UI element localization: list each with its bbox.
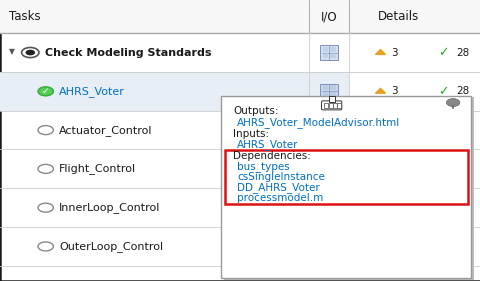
Text: 3: 3	[390, 47, 397, 58]
Text: processmodel.m: processmodel.m	[237, 193, 323, 203]
Bar	[328, 103, 332, 108]
Text: Details: Details	[377, 10, 419, 23]
Text: Outputs:: Outputs:	[233, 106, 278, 116]
Text: AHRS_Voter: AHRS_Voter	[59, 86, 125, 97]
Bar	[322, 85, 327, 90]
Circle shape	[38, 242, 53, 251]
Text: Actuator_Control: Actuator_Control	[59, 125, 152, 135]
Bar	[320, 45, 338, 60]
Circle shape	[445, 99, 459, 106]
Bar	[329, 53, 335, 58]
Bar	[0, 0, 480, 33]
Circle shape	[25, 50, 35, 55]
Bar	[322, 92, 327, 97]
Bar	[329, 85, 335, 90]
Text: ✓: ✓	[42, 87, 49, 96]
Circle shape	[38, 87, 53, 96]
Text: Flight_Control: Flight_Control	[59, 164, 136, 174]
Polygon shape	[375, 89, 384, 93]
Circle shape	[38, 126, 53, 135]
Bar	[328, 96, 334, 102]
Polygon shape	[375, 50, 384, 55]
Circle shape	[38, 203, 53, 212]
Text: Tasks: Tasks	[9, 10, 40, 23]
Bar	[337, 103, 341, 108]
Bar	[225, 150, 467, 204]
Circle shape	[38, 164, 53, 173]
Text: Check Modeling Standards: Check Modeling Standards	[45, 47, 211, 58]
Bar	[329, 92, 335, 97]
Bar	[0, 72, 348, 111]
Text: Dependencies:: Dependencies:	[233, 151, 311, 161]
Text: OuterLoop_Control: OuterLoop_Control	[59, 241, 163, 252]
Text: 28: 28	[456, 47, 469, 58]
Circle shape	[22, 47, 39, 58]
Bar	[329, 47, 335, 52]
Text: csSingleInstance: csSingleInstance	[237, 172, 324, 182]
Text: AHRS_Voter: AHRS_Voter	[237, 139, 298, 150]
Text: 28: 28	[456, 86, 469, 96]
Bar	[224, 97, 473, 280]
Text: DD_AHRS_Voter: DD_AHRS_Voter	[237, 182, 319, 193]
Bar	[322, 47, 327, 52]
Text: ▼: ▼	[9, 47, 14, 56]
Text: I/O: I/O	[320, 10, 337, 23]
Text: ✓: ✓	[437, 85, 448, 98]
Text: ✓: ✓	[437, 46, 448, 59]
FancyBboxPatch shape	[321, 101, 341, 110]
Text: Inputs:: Inputs:	[233, 129, 269, 139]
Bar	[332, 103, 336, 108]
Bar	[324, 103, 327, 108]
Bar	[221, 96, 470, 278]
Text: InnerLoop_Control: InnerLoop_Control	[59, 202, 160, 213]
Bar	[322, 53, 327, 58]
Bar	[320, 83, 338, 99]
Text: AHRS_Voter_ModelAdvisor.html: AHRS_Voter_ModelAdvisor.html	[237, 117, 399, 128]
Text: 3: 3	[390, 86, 397, 96]
Text: bus_types: bus_types	[237, 161, 289, 172]
